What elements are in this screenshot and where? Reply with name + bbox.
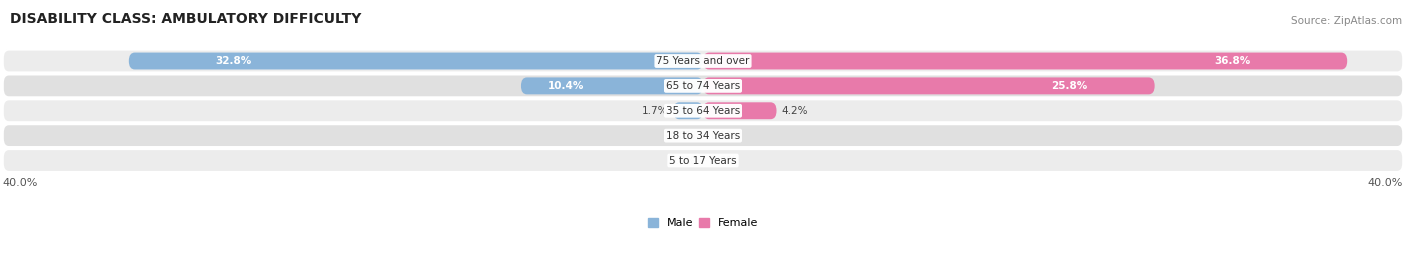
Legend: Male, Female: Male, Female	[644, 214, 762, 233]
FancyBboxPatch shape	[703, 77, 1154, 94]
FancyBboxPatch shape	[129, 53, 703, 69]
Text: DISABILITY CLASS: AMBULATORY DIFFICULTY: DISABILITY CLASS: AMBULATORY DIFFICULTY	[10, 12, 361, 26]
Text: 10.4%: 10.4%	[548, 81, 585, 91]
FancyBboxPatch shape	[3, 124, 1403, 147]
Text: 35 to 64 Years: 35 to 64 Years	[666, 106, 740, 116]
FancyBboxPatch shape	[3, 50, 1403, 72]
FancyBboxPatch shape	[673, 102, 703, 119]
Text: 18 to 34 Years: 18 to 34 Years	[666, 131, 740, 141]
Text: 1.7%: 1.7%	[641, 106, 668, 116]
FancyBboxPatch shape	[3, 99, 1403, 122]
Text: 0.0%: 0.0%	[710, 131, 737, 141]
Text: 32.8%: 32.8%	[215, 56, 252, 66]
FancyBboxPatch shape	[3, 75, 1403, 97]
Text: 0.0%: 0.0%	[669, 155, 696, 166]
Text: 25.8%: 25.8%	[1050, 81, 1087, 91]
Text: 4.2%: 4.2%	[782, 106, 808, 116]
Text: Source: ZipAtlas.com: Source: ZipAtlas.com	[1291, 16, 1402, 26]
Text: 0.0%: 0.0%	[710, 155, 737, 166]
Text: 0.0%: 0.0%	[669, 131, 696, 141]
Text: 75 Years and over: 75 Years and over	[657, 56, 749, 66]
Text: 40.0%: 40.0%	[1368, 178, 1403, 188]
FancyBboxPatch shape	[703, 53, 1347, 69]
FancyBboxPatch shape	[522, 77, 703, 94]
FancyBboxPatch shape	[703, 102, 776, 119]
FancyBboxPatch shape	[3, 149, 1403, 172]
Text: 65 to 74 Years: 65 to 74 Years	[666, 81, 740, 91]
Text: 40.0%: 40.0%	[3, 178, 38, 188]
Text: 5 to 17 Years: 5 to 17 Years	[669, 155, 737, 166]
Text: 36.8%: 36.8%	[1215, 56, 1250, 66]
